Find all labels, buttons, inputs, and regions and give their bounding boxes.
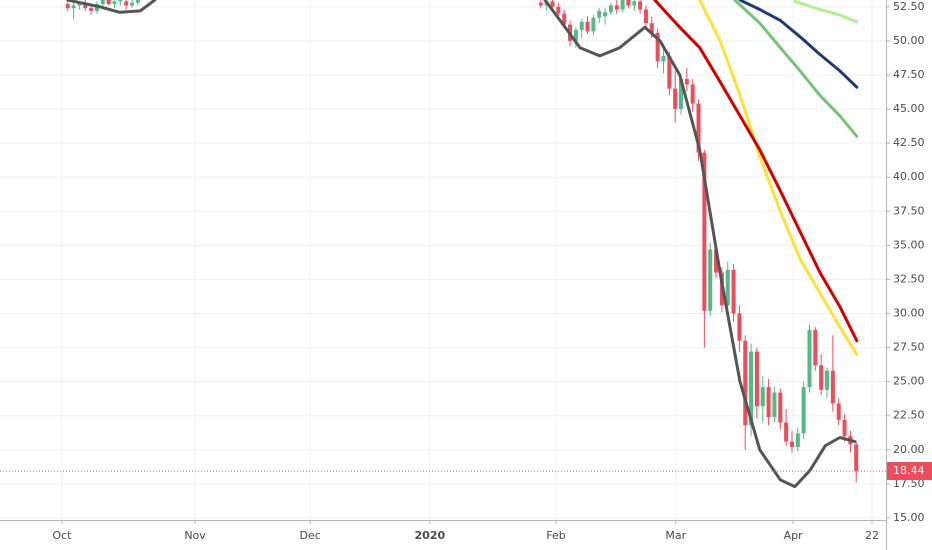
plot-area <box>0 0 886 489</box>
moving-average-line <box>793 0 859 24</box>
candle-body <box>673 88 678 110</box>
y-tick-label: 42.50 <box>893 136 925 149</box>
candle-body <box>106 0 111 5</box>
candle-body <box>638 1 643 10</box>
candle-body <box>854 444 859 472</box>
x-tick-label: Oct <box>52 529 72 542</box>
candle-body <box>801 387 806 434</box>
candle-body <box>65 4 70 9</box>
candle-body <box>725 269 730 306</box>
candle-body <box>784 422 789 442</box>
x-tick-label: 22 <box>865 529 879 542</box>
candle-body <box>743 340 748 426</box>
candle-body <box>649 23 654 33</box>
candle-body <box>661 55 666 62</box>
last-price-label: 18.44 <box>893 464 925 477</box>
y-tick-label: 17.50 <box>893 477 925 490</box>
candle-body <box>643 9 648 24</box>
y-tick-label: 15.00 <box>893 511 925 524</box>
candle-body <box>678 79 683 110</box>
candle-body <box>579 21 584 30</box>
y-tick-label: 32.50 <box>893 272 925 285</box>
candle-body <box>766 387 771 418</box>
x-tick-label: Mar <box>665 529 686 542</box>
candle-body <box>760 387 765 407</box>
y-tick-label: 47.50 <box>893 68 925 81</box>
candle-body <box>830 370 835 404</box>
candle-body <box>825 370 830 390</box>
candle-body <box>684 79 689 85</box>
candle-body <box>591 17 596 32</box>
y-tick-label: 20.00 <box>893 443 925 456</box>
candle-body <box>100 0 105 5</box>
candle-body <box>778 392 783 423</box>
moving-average-line <box>738 0 859 89</box>
candle-body <box>714 249 719 273</box>
candle-body <box>795 433 800 448</box>
y-tick-label: 52.50 <box>893 0 925 13</box>
candle-body <box>731 269 736 314</box>
candle-body <box>550 1 555 7</box>
y-tick-label: 30.00 <box>893 306 925 319</box>
candle-body <box>696 103 701 153</box>
candle-body <box>690 84 695 104</box>
candle-body <box>807 329 812 388</box>
x-tick-label: Apr <box>784 529 804 542</box>
candle-body <box>573 29 578 41</box>
moving-average-line <box>66 0 857 489</box>
candle-body <box>789 441 794 448</box>
y-tick-label: 35.00 <box>893 238 925 251</box>
candle-body <box>836 403 841 420</box>
candle-body <box>608 5 613 13</box>
y-tick-label: 27.50 <box>893 341 925 354</box>
candle-body <box>772 392 777 418</box>
candle-body <box>124 1 129 6</box>
candle-body <box>118 0 123 2</box>
candle-body <box>585 21 590 32</box>
moving-average-line <box>698 0 859 356</box>
candle-body <box>819 365 824 390</box>
x-tick-label: Feb <box>546 529 565 542</box>
candle-body <box>538 2 543 6</box>
x-tick-label: Dec <box>299 529 320 542</box>
candle-body <box>632 1 637 6</box>
candle-body <box>655 32 660 62</box>
candle-body <box>135 0 140 3</box>
candle-body <box>112 1 117 5</box>
candle-body <box>626 0 631 6</box>
candle-body <box>77 2 82 6</box>
grid <box>0 0 886 520</box>
candle-body <box>556 6 561 14</box>
candle-body <box>842 419 847 437</box>
candle-body <box>708 249 713 311</box>
candle-body <box>614 5 619 10</box>
candle-body <box>754 351 759 407</box>
y-tick-label: 50.00 <box>893 34 925 47</box>
candle-body <box>620 0 625 10</box>
candle-body <box>129 2 134 6</box>
last-price-tag <box>887 462 932 481</box>
candle-body <box>562 13 567 25</box>
y-tick-label: 25.00 <box>893 375 925 388</box>
y-tick-label: 22.50 <box>893 409 925 422</box>
y-tick-label: 40.00 <box>893 170 925 183</box>
candle-body <box>813 329 818 366</box>
candle-body <box>597 10 602 18</box>
y-tick-label: 37.50 <box>893 204 925 217</box>
candle-body <box>71 5 76 9</box>
x-tick-label: 2020 <box>415 529 446 542</box>
axes: 15.00 17.50 20.00 22.50 25.00 27.50 30.00 32.50… <box>52 0 932 542</box>
candle-body <box>83 2 88 9</box>
candle-body <box>749 351 754 426</box>
candle-body <box>737 313 742 341</box>
y-tick-label: 45.00 <box>893 102 925 115</box>
moving-average-line <box>653 0 859 343</box>
x-tick-label: Nov <box>184 529 206 542</box>
moving-average-line <box>733 0 859 138</box>
candle-body <box>603 12 608 17</box>
candle-body <box>667 55 672 89</box>
candle-body <box>89 8 94 11</box>
candle-body <box>702 152 707 311</box>
